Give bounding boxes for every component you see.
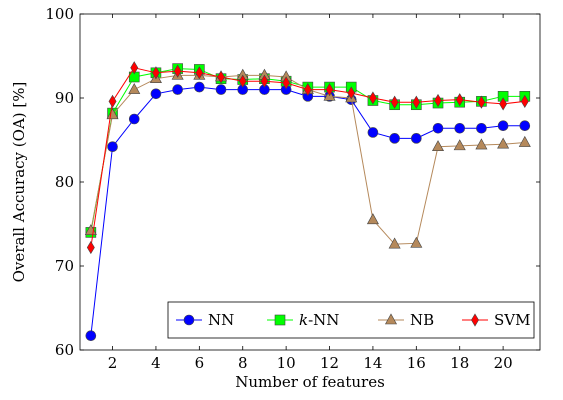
x-axis-title: Number of features: [235, 373, 385, 391]
legend-label-nb: NB: [410, 311, 434, 329]
data-point-nb: [453, 139, 466, 151]
data-point-svm: [130, 61, 139, 75]
data-point-svm: [412, 95, 421, 109]
x-tick-label: 4: [151, 354, 161, 372]
y-tick-label: 60: [55, 341, 74, 359]
x-tick-label: 16: [407, 354, 426, 372]
data-point-svm: [520, 94, 529, 108]
legend-entry-nn: NN: [176, 311, 234, 329]
data-point-svm: [108, 94, 117, 108]
data-point-svm: [303, 83, 312, 97]
data-point-svm: [434, 93, 442, 108]
data-point-svm: [477, 95, 486, 109]
data-point-svm: [151, 66, 160, 80]
data-point-nb: [518, 135, 531, 147]
data-point-svm: [499, 97, 508, 111]
data-point-svm: [347, 86, 356, 100]
legend-label-svm: SVM: [494, 311, 530, 329]
x-tick-label: 8: [238, 354, 248, 372]
data-point-nn: [128, 113, 140, 125]
x-tick-label: 20: [494, 354, 513, 372]
data-point-nn: [194, 81, 205, 93]
data-point-nb: [128, 82, 141, 94]
data-point-nb: [475, 138, 488, 150]
data-point-nn: [454, 122, 466, 134]
data-point-nb: [106, 108, 119, 120]
x-tick-label: 6: [195, 354, 205, 372]
y-axis-title: Overall Accuracy (OA) [%]: [10, 82, 28, 283]
data-point-nn: [107, 141, 118, 153]
data-point-nb: [388, 237, 401, 249]
data-point-nb: [410, 236, 423, 248]
x-tick-label: 12: [320, 354, 339, 372]
data-point-svm: [368, 91, 377, 105]
legend-label-nn: NN: [208, 311, 234, 329]
data-point-svm: [238, 74, 247, 88]
plot-frame: [79, 13, 541, 351]
legend-marker-nn: [183, 314, 195, 326]
x-tick-label: 14: [363, 354, 382, 372]
legend: NN k-NN NB SVM: [167, 301, 535, 339]
legend-entry-knn: k-NN: [267, 311, 339, 329]
legend-marker-svm: [471, 313, 479, 327]
data-point-svm: [325, 83, 334, 97]
data-point-svm: [86, 240, 95, 255]
data-point-nb: [366, 213, 379, 225]
data-point-svm: [173, 64, 182, 78]
legend-entry-nb: NB: [378, 311, 434, 329]
data-point-svm: [390, 95, 399, 109]
data-point-nn: [85, 330, 97, 342]
data-point-svm: [455, 93, 464, 107]
data-point-svm: [217, 70, 225, 84]
x-tick-label: 18: [450, 354, 469, 372]
data-point-nn: [497, 120, 509, 132]
y-tick-label: 70: [55, 257, 74, 275]
data-point-nn: [215, 84, 227, 95]
x-tick-label: 10: [277, 354, 296, 372]
data-point-nn: [411, 133, 422, 144]
data-point-svm: [282, 76, 291, 90]
axes: 2 4 6 8 10 12 14 16 18 20 60 70 80 90 100 Number of fea…: [10, 5, 541, 391]
series-svm: [86, 61, 529, 255]
y-tick-label: 100: [45, 5, 74, 23]
series-group: [84, 61, 531, 342]
data-point-nn: [476, 122, 487, 134]
legend-marker-nb: [384, 313, 398, 325]
data-point-svm: [195, 66, 204, 80]
data-point-nb: [432, 140, 445, 152]
series-nn: [85, 81, 531, 342]
x-tick-label: 2: [108, 354, 118, 372]
legend-label-knn: k-NN: [299, 311, 339, 329]
legend-entry-svm: SVM: [462, 311, 530, 329]
legend-marker-knn: [274, 314, 286, 326]
y-tick-label: 90: [55, 89, 74, 107]
data-point-svm: [260, 74, 269, 88]
y-tick-label: 80: [55, 173, 74, 191]
data-point-nn: [389, 133, 400, 144]
data-point-nn: [519, 120, 531, 132]
data-point-nn: [172, 84, 183, 95]
data-point-nn: [432, 122, 444, 134]
data-point-nn: [150, 88, 162, 100]
data-point-nb: [497, 137, 510, 149]
data-point-nn: [367, 127, 379, 138]
